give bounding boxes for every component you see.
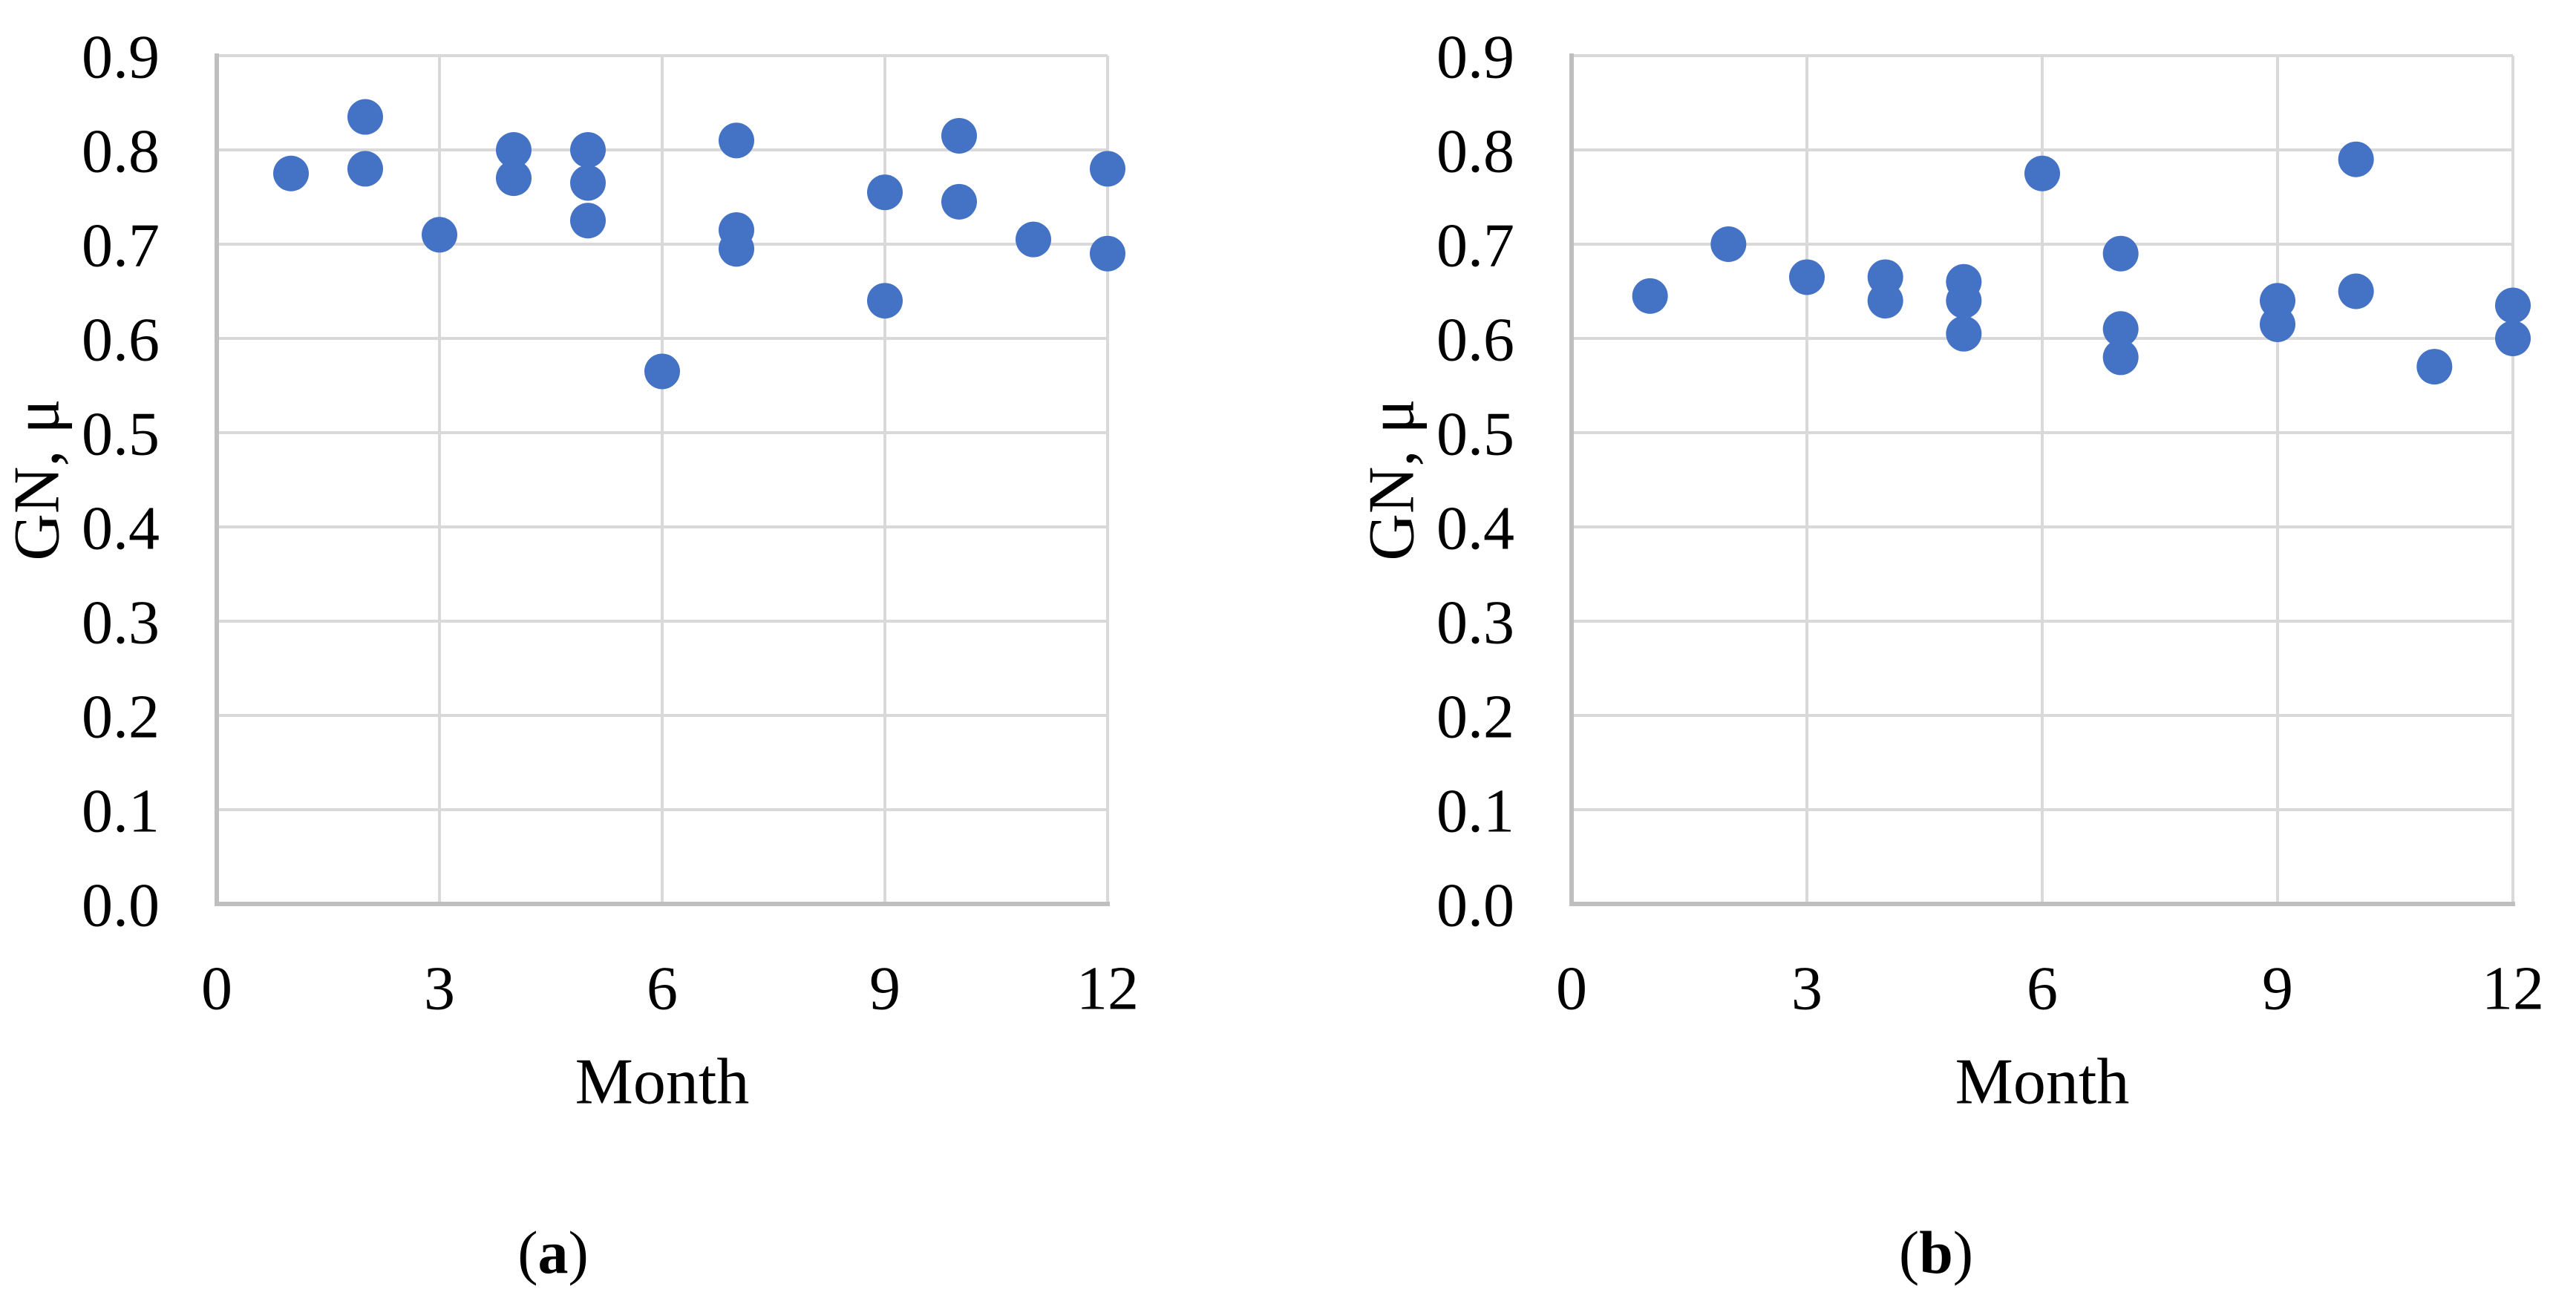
data-point-b [2495,287,2531,324]
data-point-b [2495,321,2531,356]
data-point-a [867,283,903,319]
y-tick-label-b: 0.8 [1436,117,1514,186]
x-tick-label-b: 0 [1556,954,1587,1023]
x-tick-label-b: 12 [2482,954,2544,1023]
data-point-a [719,231,754,267]
data-point-a [422,217,457,253]
y-tick-label-b: 0.6 [1436,306,1514,375]
y-tick-label-a: 0.0 [82,871,160,940]
data-point-b [1946,283,1982,319]
y-axis-title-a: GN, μ [1,399,73,560]
x-tick-label-b: 6 [2027,954,2058,1023]
data-point-a [644,353,680,390]
data-point-a [941,183,977,220]
data-point-a [941,117,977,154]
chart-a: 0.9 0.8 0.7 0.6 0.5 0.4 0.3 0.2 0.1 0.0 0 3 6 9 12 GN, … [1,23,1140,1118]
data-point-a [347,99,383,135]
data-point-b [2338,141,2374,177]
panel-a-close-paren: ) [568,1219,589,1286]
y-tick-label-a: 0.2 [82,683,160,752]
data-point-a [496,132,532,168]
panel-b-letter: b [1919,1219,1953,1286]
data-point-a [1090,235,1125,272]
panel-b-open-paren: ( [1898,1219,1920,1286]
data-point-b [1789,259,1825,295]
data-point-b [1946,315,1982,352]
data-point-a [1090,151,1125,187]
y-tick-label-b: 0.4 [1436,494,1514,563]
panel-label-a: (a) [517,1218,589,1288]
x-tick-label-a: 6 [647,954,678,1023]
panel-b-close-paren: ) [1952,1219,1974,1286]
x-axis-title-b: Month [1955,1046,2130,1118]
y-tick-label-b: 0.3 [1436,589,1514,658]
data-point-a [570,165,606,201]
y-tick-label-b: 0.9 [1436,23,1514,92]
data-point-b [2102,339,2139,376]
x-tick-label-b: 9 [2262,954,2293,1023]
data-point-a [719,122,754,159]
data-point-a [1016,221,1051,258]
data-point-b [2024,155,2060,191]
data-point-b [1867,283,1903,319]
panel-a-open-paren: ( [517,1219,538,1286]
x-tick-label-a: 9 [869,954,900,1023]
y-tick-label-a: 0.6 [82,306,160,375]
data-point-a [347,151,383,187]
data-point-b [2260,306,2295,342]
y-tick-label-a: 0.8 [82,117,160,186]
data-point-a [273,155,309,191]
y-tick-label-a: 0.7 [82,212,160,281]
data-point-b [1710,226,1747,262]
y-axis-title-b: GN, μ [1356,399,1428,560]
data-point-b [2102,235,2139,272]
y-tick-label-b: 0.1 [1436,777,1514,846]
data-point-a [570,203,606,239]
x-tick-label-a: 12 [1076,954,1139,1023]
data-point-b [2338,273,2374,309]
x-tick-label-a: 3 [424,954,455,1023]
panel-a-letter: a [537,1219,569,1286]
chart-b: 0.9 0.8 0.7 0.6 0.5 0.4 0.3 0.2 0.1 0.0 0 3 6 9 12 GN, … [1356,23,2545,1118]
panel-label-b: (b) [1899,1218,1973,1288]
y-tick-label-b: 0.2 [1436,683,1514,752]
y-tick-label-a: 0.5 [82,400,160,469]
data-point-b [2102,311,2139,347]
x-axis-title-a: Month [575,1046,750,1118]
y-tick-label-b: 0.7 [1436,212,1514,281]
y-tick-label-a: 0.1 [82,777,160,846]
y-tick-label-a: 0.3 [82,589,160,658]
y-tick-label-a: 0.9 [82,23,160,92]
x-tick-label-b: 3 [1791,954,1823,1023]
y-tick-label-b: 0.0 [1436,871,1514,940]
data-point-a [496,160,532,197]
x-tick-label-a: 0 [201,954,232,1023]
data-point-b [2416,349,2453,385]
data-point-a [867,174,903,211]
y-tick-label-b: 0.5 [1436,400,1514,469]
data-point-b [1632,278,1668,314]
y-tick-label-a: 0.4 [82,494,160,563]
data-point-a [570,132,606,168]
